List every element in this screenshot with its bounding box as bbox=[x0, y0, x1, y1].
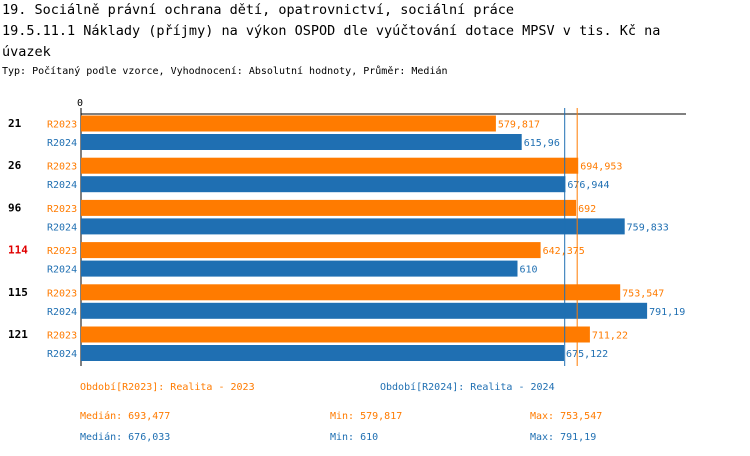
data-label: 694,953 bbox=[580, 162, 622, 173]
data-label: 759,833 bbox=[627, 222, 669, 233]
series-label: R2024 bbox=[47, 180, 77, 191]
series-label: R2024 bbox=[47, 138, 77, 149]
data-label: 579,817 bbox=[498, 120, 540, 131]
chart-title-line-1: 19. Sociálně právní ochrana dětí, opatro… bbox=[2, 2, 515, 18]
stat-max-r2023: Max: 753,547 bbox=[530, 411, 603, 422]
data-label: 791,19 bbox=[649, 307, 685, 318]
data-label: 615,96 bbox=[524, 138, 560, 149]
bar-r2023 bbox=[81, 326, 590, 343]
bar-r2023 bbox=[81, 199, 577, 216]
bar-r2024 bbox=[81, 260, 518, 277]
legend-r2024: Období[R2024]: Realita - 2024 bbox=[380, 382, 555, 393]
data-label: 692 bbox=[578, 204, 596, 215]
category-label: 26 bbox=[8, 159, 22, 172]
series-label: R2024 bbox=[47, 349, 77, 360]
stat-max-r2024: Max: 791,19 bbox=[530, 432, 597, 443]
bar-r2023 bbox=[81, 157, 579, 174]
axis-zero-label: 0 bbox=[77, 98, 83, 109]
data-label: 753,547 bbox=[622, 288, 664, 299]
bar-r2024 bbox=[81, 345, 564, 361]
category-label: 21 bbox=[8, 117, 22, 130]
category-label: 115 bbox=[8, 286, 28, 299]
bar-r2024 bbox=[81, 302, 648, 319]
chart-title-line-2: 19.5.11.1 Náklady (příjmy) na výkon OSPO… bbox=[2, 23, 661, 39]
category-label: 96 bbox=[8, 201, 22, 214]
bar-r2024 bbox=[81, 134, 522, 150]
data-label: 610 bbox=[519, 265, 537, 276]
bar-r2024 bbox=[81, 176, 566, 193]
data-label: 675,122 bbox=[566, 349, 608, 360]
stat-median-r2024: Medián: 676,033 bbox=[80, 432, 171, 443]
series-label: R2023 bbox=[47, 204, 77, 215]
category-label: 114 bbox=[8, 244, 28, 257]
legend-r2023: Období[R2023]: Realita - 2023 bbox=[80, 382, 255, 393]
series-label: R2023 bbox=[47, 120, 77, 131]
stat-min-r2024: Min: 610 bbox=[330, 432, 379, 443]
chart-title-line-3: úvazek bbox=[2, 44, 51, 60]
data-label: 711,22 bbox=[592, 331, 628, 342]
chart-subtitle: Typ: Počítaný podle vzorce, Vyhodnocení:… bbox=[2, 66, 448, 77]
data-label: 642,375 bbox=[543, 246, 585, 257]
bar-r2024 bbox=[81, 218, 625, 235]
bar-r2023 bbox=[81, 242, 541, 259]
data-label: 676,944 bbox=[567, 180, 609, 191]
stat-median-r2023: Medián: 693,477 bbox=[80, 411, 171, 422]
series-label: R2023 bbox=[47, 162, 77, 173]
series-label: R2023 bbox=[47, 246, 77, 257]
series-label: R2023 bbox=[47, 288, 77, 299]
series-label: R2024 bbox=[47, 222, 77, 233]
series-label: R2023 bbox=[47, 331, 77, 342]
series-label: R2024 bbox=[47, 307, 77, 318]
bar-r2023 bbox=[81, 115, 496, 132]
category-label: 121 bbox=[8, 328, 28, 341]
bar-r2023 bbox=[81, 284, 621, 301]
series-label: R2024 bbox=[47, 265, 77, 276]
stat-min-r2023: Min: 579,817 bbox=[330, 411, 403, 422]
